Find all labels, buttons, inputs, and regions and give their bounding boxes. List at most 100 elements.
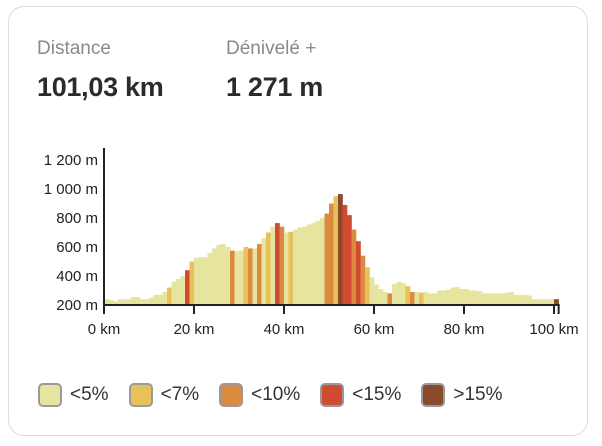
profile-bar: [239, 250, 244, 305]
profile-bar: [401, 283, 406, 305]
profile-bar: [423, 291, 429, 305]
legend-item: <7%: [128, 383, 200, 407]
profile-bar: [158, 294, 163, 305]
legend-item: <15%: [320, 383, 401, 407]
profile-bar: [360, 255, 366, 305]
profile-bar: [513, 294, 519, 305]
profile-bar: [428, 293, 433, 305]
legend-label: <10%: [251, 384, 301, 405]
profile-bar: [338, 194, 343, 305]
profile-bar: [459, 289, 465, 305]
profile-bar: [275, 223, 280, 305]
x-tick-label: 100 km: [529, 321, 578, 338]
profile-bar: [410, 291, 415, 305]
profile-bar: [189, 261, 195, 305]
profile-bar: [153, 294, 159, 305]
x-tick-label: 20 km: [174, 321, 215, 338]
profile-bar: [369, 277, 375, 305]
profile-bar: [455, 286, 460, 305]
profile-bar: [414, 291, 420, 305]
profile-bar: [149, 297, 154, 305]
profile-bar: [545, 299, 550, 305]
profile-bar: [324, 213, 330, 305]
profile-bar: [482, 293, 487, 305]
profile-bar: [221, 244, 226, 305]
y-tick-label: 1 200 m: [44, 152, 98, 169]
y-tick-label: 400 m: [56, 268, 98, 285]
profile-bar: [477, 291, 483, 305]
legend-label: <7%: [160, 384, 200, 405]
x-tick-label: 80 km: [444, 321, 485, 338]
profile-bar: [356, 241, 361, 305]
legend-label: <5%: [70, 384, 109, 405]
elevation-gain-stat: Dénivelé + 1 271 m: [226, 38, 323, 103]
profile-bar: [392, 283, 397, 305]
profile-bar: [549, 299, 555, 305]
profile-bar: [266, 232, 271, 305]
profile-bar: [540, 299, 546, 305]
x-tick-label: 60 km: [354, 321, 395, 338]
legend-label: >15%: [453, 384, 503, 405]
profile-bar: [554, 299, 559, 305]
profile-bar: [113, 301, 118, 305]
profile-bar: [167, 287, 172, 305]
profile-bar: [315, 220, 321, 305]
profile-bar: [531, 299, 537, 305]
profile-bar: [441, 290, 447, 305]
profile-bar: [212, 248, 217, 305]
elevation-gain-label: Dénivelé +: [226, 38, 317, 59]
profile-bar: [500, 293, 505, 305]
profile-bar: [131, 297, 136, 305]
profile-bar: [302, 226, 307, 305]
profile-bar: [446, 289, 451, 305]
elevation-card: [8, 6, 588, 436]
profile-bar: [432, 293, 438, 305]
profile-bar: [171, 281, 177, 305]
profile-bar: [419, 292, 424, 305]
profile-bar: [342, 204, 348, 305]
profile-bar: [234, 251, 240, 305]
profile-bar: [284, 232, 289, 305]
legend-swatch: [320, 383, 345, 407]
distance-value: 101,03 km: [37, 72, 164, 102]
profile-bar: [248, 248, 253, 305]
legend-item: <5%: [38, 383, 109, 407]
legend-swatch: [128, 383, 153, 407]
profile-bar: [279, 226, 285, 305]
profile-bar: [135, 297, 141, 305]
profile-bar: [104, 299, 109, 305]
profile-bar: [504, 292, 510, 305]
profile-bar: [387, 293, 393, 305]
profile-bar: [378, 289, 384, 305]
profile-bar: [473, 290, 478, 305]
profile-bar: [122, 299, 127, 305]
profile-bar: [297, 227, 303, 305]
profile-bar: [126, 299, 132, 305]
profile-bar: [140, 299, 145, 305]
profile-bar: [468, 290, 474, 305]
profile-bar: [117, 299, 123, 305]
profile-bar: [162, 291, 168, 305]
profile-bar: [351, 229, 357, 305]
profile-bar: [198, 257, 204, 305]
profile-bar: [261, 238, 267, 305]
profile-bar: [230, 250, 235, 305]
profile-bar: [270, 226, 276, 305]
y-tick-label: 800 m: [56, 210, 98, 227]
profile-bar: [405, 286, 411, 305]
profile-bar: [464, 289, 469, 305]
legend-swatch: [421, 383, 446, 407]
distance-label: Distance: [37, 38, 111, 59]
profile-bar: [320, 218, 325, 305]
profile-bar: [486, 293, 492, 305]
profile-bar: [216, 244, 222, 305]
profile-bar: [509, 291, 514, 305]
profile-bar: [108, 299, 114, 305]
profile-bar: [518, 294, 523, 305]
profile-bar: [527, 295, 532, 305]
profile-bar: [225, 247, 231, 305]
profile-bar: [311, 223, 316, 305]
profile-bar: [450, 287, 456, 305]
grade-legend: <5% <7% <10% <15% >15%: [38, 383, 523, 407]
